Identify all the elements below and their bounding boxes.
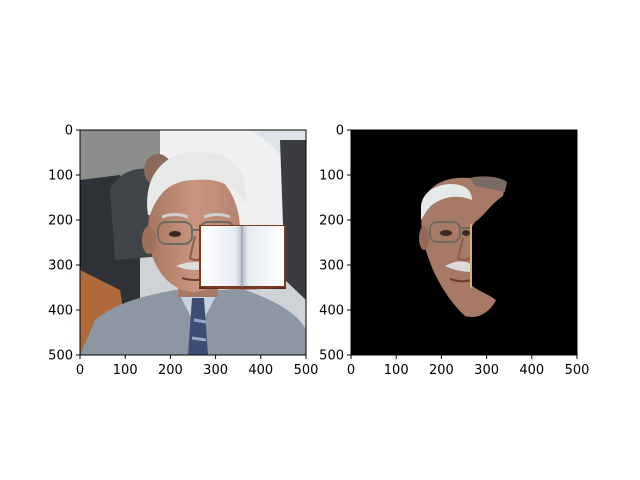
left-x-tick-label: 500 — [294, 363, 319, 378]
right-y-tick-label: 400 — [319, 304, 344, 319]
left-y-tick-label: 0 — [65, 124, 73, 139]
left-x-tick-label: 100 — [113, 363, 138, 378]
right-image — [351, 130, 577, 355]
right-y-tick-label: 300 — [319, 259, 344, 274]
left-y-tick-label: 400 — [48, 304, 73, 319]
left-x-tick-label: 400 — [248, 363, 273, 378]
left-image — [80, 130, 306, 355]
right-y-tick-label: 100 — [319, 169, 344, 184]
left-x-tick-label: 300 — [203, 363, 228, 378]
left-y-tick-label: 300 — [48, 259, 73, 274]
left-y-tick-label: 500 — [48, 349, 73, 364]
book-overlay — [199, 225, 286, 290]
left-x-tick-label: 0 — [76, 363, 84, 378]
right-x-tick-label: 300 — [474, 363, 499, 378]
left-axes-frame — [79, 129, 307, 356]
right-x-tick-label: 400 — [519, 363, 544, 378]
right-x-tick-label: 100 — [384, 363, 409, 378]
right-x-tick-label: 200 — [429, 363, 454, 378]
left-y-tick-label: 200 — [48, 214, 73, 229]
right-y-tick-label: 200 — [319, 214, 344, 229]
left-y-tick-label: 100 — [48, 169, 73, 184]
right-y-tick-label: 0 — [336, 124, 344, 139]
right-axes-frame — [350, 129, 578, 356]
left-x-tick-label: 200 — [158, 363, 183, 378]
right-x-tick-label: 0 — [347, 363, 355, 378]
right-y-tick-label: 500 — [319, 349, 344, 364]
right-x-tick-label: 500 — [565, 363, 590, 378]
